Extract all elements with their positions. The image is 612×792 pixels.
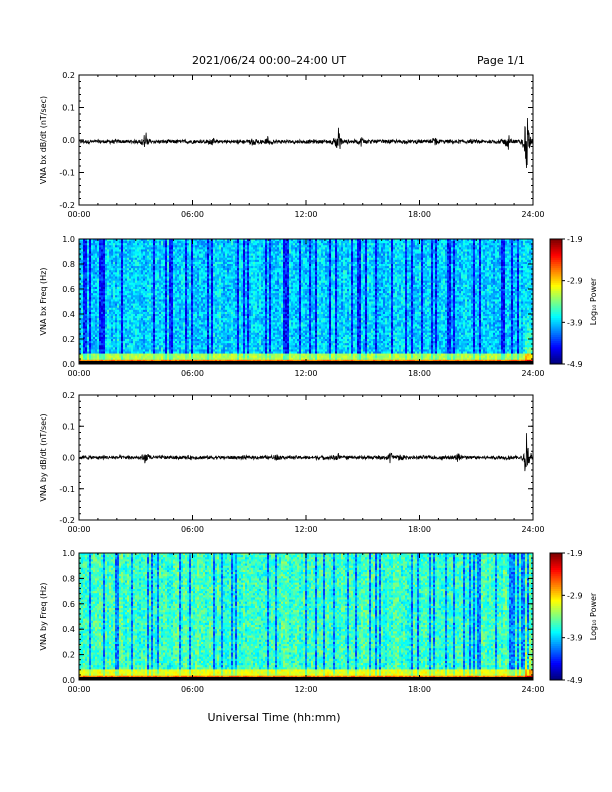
- y-axis-label: VNA by dB/dt (nT/sec): [39, 413, 48, 501]
- y-tick-label: -0.1: [59, 169, 75, 178]
- x-tick-label: 12:00: [294, 525, 317, 534]
- x-tick-label: 24:00: [521, 525, 544, 534]
- y-tick-label: 0.8: [62, 574, 75, 583]
- x-tick-label: 06:00: [181, 685, 204, 694]
- y-tick-label: 0.8: [62, 260, 75, 269]
- x-tick-label: 00:00: [67, 525, 90, 534]
- spectrogram-3-cells: [79, 553, 534, 681]
- y-tick-label: 0.2: [62, 71, 75, 80]
- y-tick-label: 1.0: [62, 549, 75, 558]
- y-tick-label: 0.4: [62, 310, 75, 319]
- y-tick-label: 0.4: [62, 625, 75, 634]
- series-0-trace: [78, 118, 534, 168]
- x-tick-label: 24:00: [521, 369, 544, 378]
- x-tick-label: 12:00: [294, 210, 317, 219]
- x-tick-label: 18:00: [408, 525, 431, 534]
- y-tick-label: 0.0: [62, 136, 75, 145]
- x-tick-label: 24:00: [521, 210, 544, 219]
- y-axis-label: VNA by Freq (Hz): [39, 583, 48, 651]
- plot-title: 2021/06/24 00:00–24:00 UT: [192, 54, 346, 67]
- x-tick-label: 24:00: [521, 685, 544, 694]
- x-tick-label: 06:00: [181, 210, 204, 219]
- colorbar-tick-label: -3.9: [567, 318, 583, 327]
- x-axis-label: Universal Time (hh:mm): [208, 711, 341, 724]
- x-tick-label: 12:00: [294, 685, 317, 694]
- x-tick-label: 18:00: [408, 369, 431, 378]
- y-tick-label: -0.1: [59, 485, 75, 494]
- y-tick-label: 0.0: [62, 454, 75, 463]
- y-axis-label: VNA bx dB/dt (nT/sec): [39, 96, 48, 184]
- colorbar-tick-label: -2.9: [567, 591, 583, 600]
- page-number: Page 1/1: [477, 54, 525, 67]
- x-tick-label: 12:00: [294, 369, 317, 378]
- colorbar-tick-label: -4.9: [567, 676, 583, 685]
- colorbar-tick-label: -2.9: [567, 277, 583, 286]
- y-tick-label: 0.2: [62, 391, 75, 400]
- y-tick-label: 0.2: [62, 335, 75, 344]
- x-tick-label: 18:00: [408, 685, 431, 694]
- colorbar-tick-label: -4.9: [567, 360, 583, 369]
- colorbar-tick-label: -1.9: [567, 235, 583, 244]
- y-tick-label: -0.2: [59, 201, 75, 210]
- series-2-trace: [78, 433, 534, 472]
- x-tick-label: 00:00: [67, 685, 90, 694]
- y-tick-label: 0.6: [62, 285, 75, 294]
- y-tick-label: 0.1: [62, 104, 75, 113]
- y-tick-label: 0.1: [62, 422, 75, 431]
- y-tick-label: 0.0: [62, 676, 75, 685]
- colorbar-1: [550, 239, 562, 365]
- y-tick-label: 0.6: [62, 600, 75, 609]
- y-tick-label: 1.0: [62, 235, 75, 244]
- colorbar-frame: [549, 238, 563, 365]
- y-tick-label: 0.2: [62, 651, 75, 660]
- colorbar-tick-label: -3.9: [567, 634, 583, 643]
- y-tick-label: 0.0: [62, 360, 75, 369]
- y-axis-label: VNA bx Freq (Hz): [39, 268, 48, 336]
- x-tick-label: 06:00: [181, 369, 204, 378]
- colorbar-label: Log₁₀ Power: [589, 592, 598, 640]
- colorbar-tick-label: -1.9: [567, 549, 583, 558]
- y-tick-label: -0.2: [59, 516, 75, 525]
- x-tick-label: 18:00: [408, 210, 431, 219]
- colorbar-label: Log₁₀ Power: [589, 277, 598, 325]
- colorbar-3: [550, 553, 562, 681]
- x-tick-label: 00:00: [67, 369, 90, 378]
- x-tick-label: 06:00: [181, 525, 204, 534]
- colorbar-frame: [549, 552, 563, 681]
- spectrogram-1-cells: [79, 239, 534, 365]
- x-tick-label: 00:00: [67, 210, 90, 219]
